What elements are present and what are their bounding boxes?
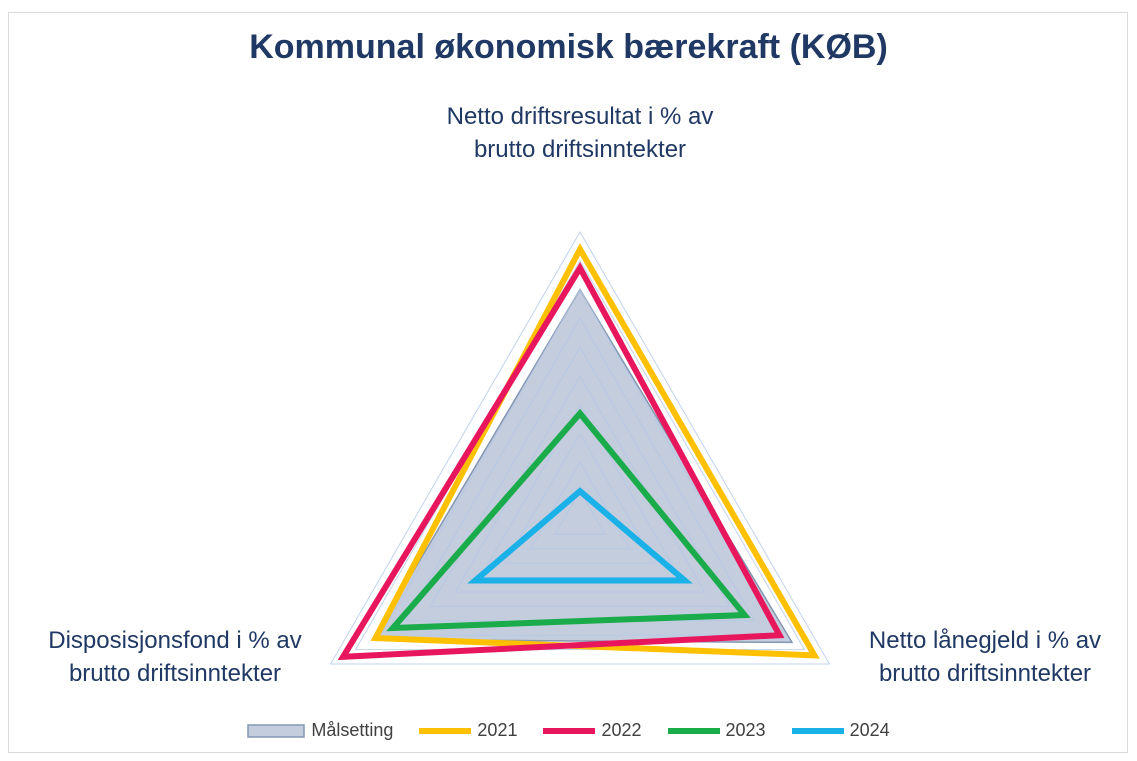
legend-item: Målsetting bbox=[247, 720, 393, 741]
legend-marker bbox=[247, 723, 306, 738]
legend-swatch bbox=[419, 727, 472, 734]
legend: Målsetting 2021 2022 2023 2024 bbox=[0, 720, 1137, 741]
chart-frame bbox=[8, 12, 1128, 753]
axis-label: Disposisjonsfond i % av brutto driftsinn… bbox=[48, 627, 302, 687]
axis-label: Netto lånegjeld i % av brutto driftsinnt… bbox=[868, 627, 1102, 687]
legend-label: 2022 bbox=[601, 720, 642, 740]
series-line bbox=[467, 487, 693, 584]
legend-swatch bbox=[247, 723, 306, 738]
legend-swatch bbox=[543, 727, 596, 734]
legend-label: 2021 bbox=[477, 720, 518, 740]
legend-item: 2022 bbox=[543, 720, 642, 741]
grid-ring bbox=[429, 346, 731, 607]
series-line bbox=[337, 261, 785, 661]
legend-label: 2023 bbox=[725, 720, 766, 740]
grid-ring bbox=[504, 432, 656, 564]
legend-label: 2024 bbox=[849, 720, 890, 740]
grid-ring bbox=[379, 288, 781, 636]
chart-title: Kommunal økonomisk bærekraft (KØB) bbox=[249, 28, 888, 66]
grid-ring bbox=[529, 461, 631, 550]
grid-ring bbox=[329, 231, 831, 665]
axis-label: Netto driftsresultat i % av brutto drift… bbox=[446, 103, 714, 163]
legend-swatch bbox=[667, 727, 720, 734]
legend-item: 2021 bbox=[419, 720, 517, 741]
legend-swatch bbox=[791, 727, 844, 734]
legend-label: Målsetting bbox=[311, 720, 394, 740]
grid-ring bbox=[554, 490, 606, 535]
legend-item: 2023 bbox=[667, 720, 766, 741]
series-line bbox=[386, 408, 751, 632]
legend-item: 2024 bbox=[791, 720, 890, 741]
